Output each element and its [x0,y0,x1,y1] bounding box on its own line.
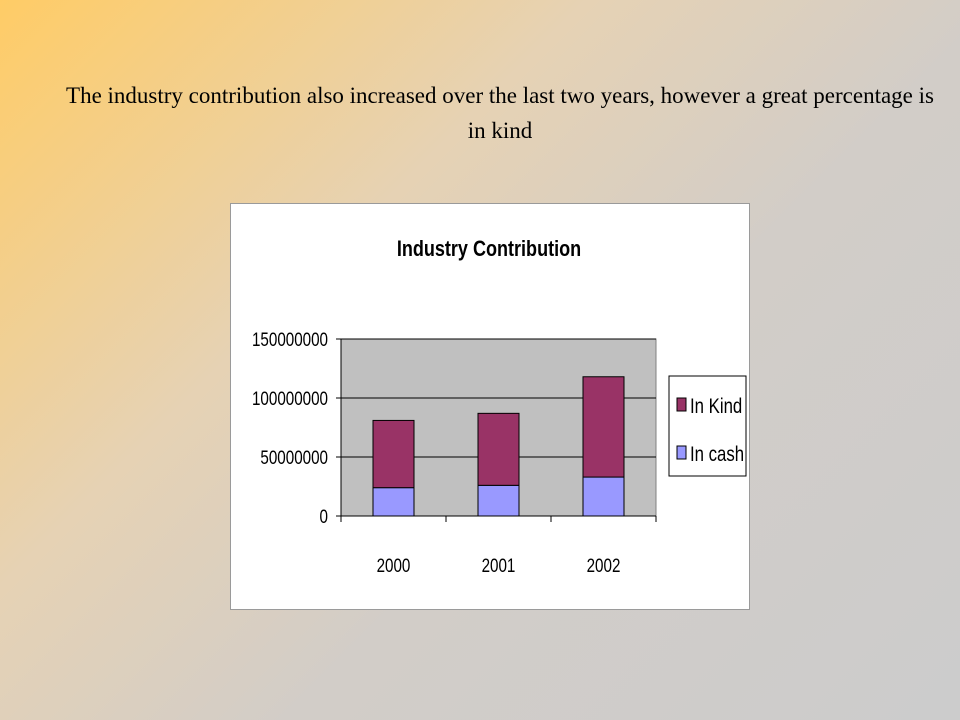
chart-title: Industry Contribution [397,237,581,261]
x-tick-label: 2001 [482,554,516,576]
bar-in-kind [372,419,415,489]
bar-in-kind [582,376,625,478]
plot-area: 0 50000000 100000000 150000000 2000 2001 2002 [252,328,657,576]
bar-in-cash [372,487,415,517]
legend-swatch [676,397,687,412]
bar-in-kind [477,412,520,486]
legend-label: In cash [690,443,744,466]
y-tick-label: 150000000 [252,328,328,350]
y-tick-label: 100000000 [252,387,328,409]
bar-in-cash [582,476,625,517]
y-tick-label: 0 [320,505,328,527]
y-tick-label: 50000000 [260,446,328,468]
bar-in-cash [477,484,520,517]
x-tick-label: 2000 [377,554,411,576]
x-tick-label: 2002 [587,554,621,576]
legend-label: In Kind [690,395,742,418]
chart-svg: Industry Contribution 0 50000000 100000000… [252,237,747,576]
chart-frame: Industry Contribution 0 50000000 100000000… [230,203,750,610]
legend-swatch [676,445,687,460]
legend: In Kind In cash [668,375,747,477]
slide-text: The industry contribution also increased… [66,83,934,143]
